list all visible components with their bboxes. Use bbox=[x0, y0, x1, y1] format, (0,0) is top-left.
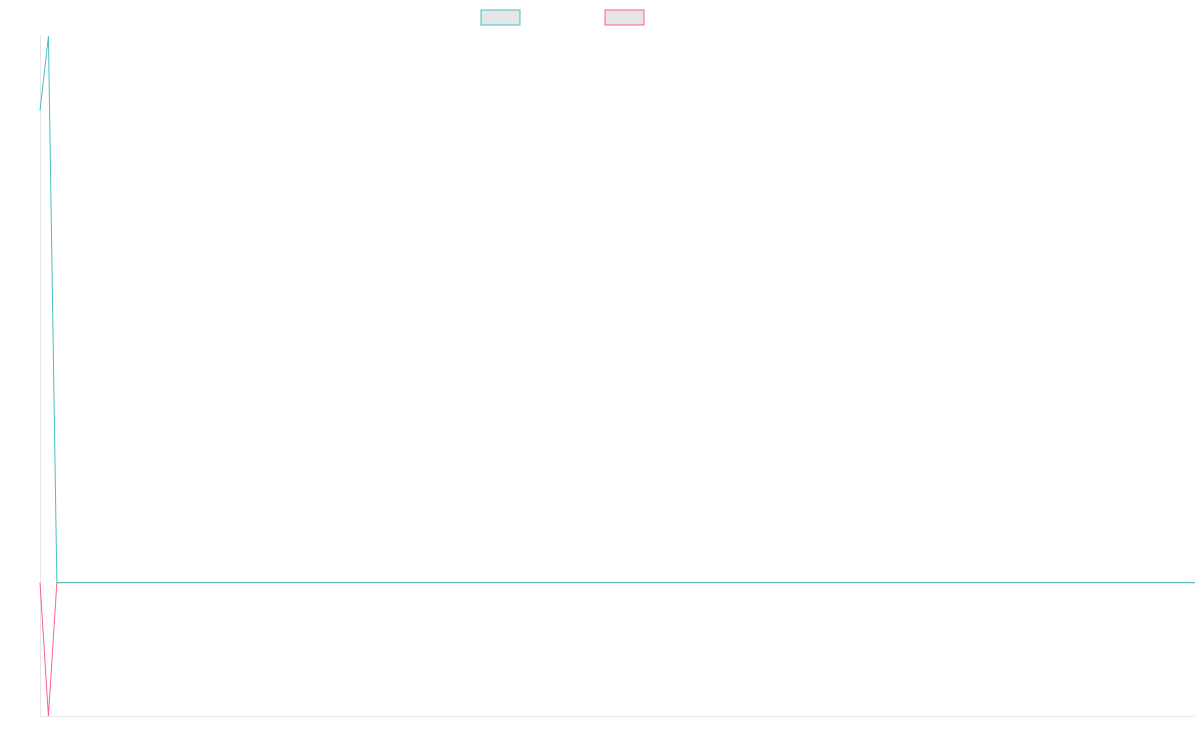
series-layer bbox=[39, 35, 1195, 717]
axes bbox=[40, 36, 1195, 717]
series-line-1 bbox=[39, 35, 1195, 584]
legend bbox=[480, 9, 645, 26]
legend-swatch-1[interactable] bbox=[480, 9, 521, 26]
series-line-2 bbox=[39, 582, 1195, 717]
legend-swatch-2[interactable] bbox=[604, 9, 645, 26]
